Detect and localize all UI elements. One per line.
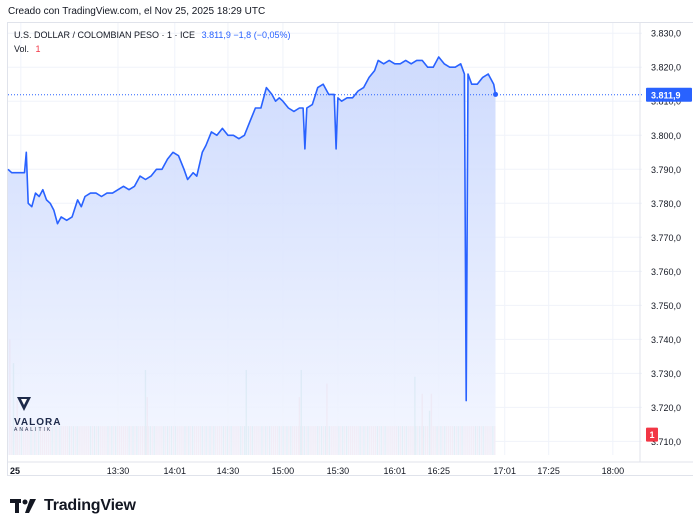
footer-brand[interactable]: TradingView	[44, 497, 136, 514]
tradingview-logo-icon[interactable]	[10, 497, 38, 515]
x-tick-label: 25	[10, 466, 20, 476]
last-price-dot	[493, 91, 499, 97]
legend-price: 3.811,9 −1,8 (−0,05%)	[201, 30, 291, 40]
price-line	[7, 56, 497, 402]
price-area	[8, 57, 496, 455]
x-tick-label: 17:25	[537, 466, 560, 476]
valora-watermark: VALORA ANALITIK	[14, 396, 61, 433]
x-tick-label: 14:01	[164, 466, 187, 476]
volume-value: 1	[35, 44, 41, 54]
footer: TradingView	[10, 497, 136, 515]
x-tick-label: 16:01	[383, 466, 406, 476]
watermark-name: VALORA	[14, 417, 62, 428]
x-tick-label: 13:30	[107, 466, 130, 476]
y-tick-label: 3.710,0	[651, 437, 681, 447]
x-tick-label: 14:30	[217, 466, 240, 476]
price-tag-label: 3.811,9	[651, 90, 681, 100]
volume-tag	[646, 427, 658, 442]
legend: U.S. DOLLAR / COLOMBIAN PESO · 1 · ICE 3…	[14, 28, 290, 56]
y-tick-label: 3.790,0	[651, 165, 681, 175]
y-tick-label: 3.740,0	[651, 335, 681, 345]
symbol-label[interactable]: U.S. DOLLAR / COLOMBIAN PESO · 1 · ICE	[14, 30, 196, 40]
y-tick-label: 3.760,0	[651, 267, 681, 277]
chart-caption: Creado con TradingView.com, el Nov 25, 2…	[8, 6, 266, 17]
watermark-sub: ANALITIK	[14, 427, 53, 433]
y-tick-label: 3.730,0	[651, 369, 681, 379]
valora-logo-icon	[17, 397, 31, 411]
chart-frame	[7, 22, 693, 476]
y-tick-label: 3.770,0	[651, 233, 681, 243]
y-tick-label: 3.820,0	[651, 63, 681, 73]
volume-label[interactable]: Vol.	[14, 44, 30, 54]
price-tag	[646, 87, 692, 102]
x-tick-label: 15:30	[327, 466, 350, 476]
x-tick-label: 17:01	[493, 466, 516, 476]
y-tick-label: 3.720,0	[651, 403, 681, 413]
volume-tag-label: 1	[650, 430, 655, 440]
x-tick-label: 15:00	[272, 466, 295, 476]
y-tick-label: 3.830,0	[651, 29, 681, 39]
y-tick-label: 3.800,0	[651, 131, 681, 141]
price-chart[interactable]: 3.830,03.820,03.810,03.800,03.790,03.780…	[0, 0, 700, 490]
y-tick-label: 3.780,0	[651, 199, 681, 209]
x-tick-label: 16:25	[427, 466, 450, 476]
y-tick-label: 3.750,0	[651, 301, 681, 311]
x-tick-label: 18:00	[602, 466, 625, 476]
